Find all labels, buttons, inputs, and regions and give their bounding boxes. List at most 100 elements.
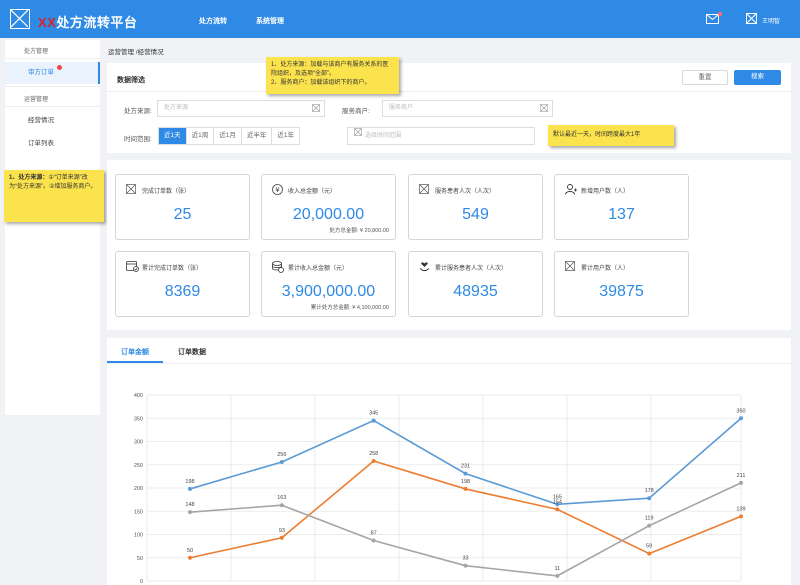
data-label: 163 (277, 495, 286, 501)
clear-icon[interactable] (312, 104, 320, 119)
sidebar-group-prescription[interactable]: 处方管理 (24, 49, 49, 55)
data-point (371, 538, 376, 543)
filter-title: 数据筛选 (117, 77, 145, 84)
stat-label: 累计收入总金额（元） (288, 266, 349, 272)
source-select[interactable]: 处方来源 (157, 100, 325, 117)
data-point (279, 459, 284, 464)
calendar-icon (354, 128, 362, 143)
time-option-1m[interactable]: 近1月 (214, 128, 242, 144)
data-label: 256 (277, 452, 286, 458)
stat-value: 8369 (164, 283, 201, 300)
search-button[interactable]: 搜索 (734, 70, 781, 85)
sidebar: 处方管理 审方订单 运营管理 经营情况 订单列表 (5, 40, 100, 415)
mail-icon[interactable] (706, 14, 719, 26)
stat-value: 137 (608, 206, 635, 223)
time-option-1d[interactable]: 近1天 (159, 128, 187, 144)
data-label: 148 (185, 502, 194, 508)
data-point (647, 496, 652, 501)
stat-label: 服务患者人次（人次） (435, 189, 496, 195)
sticky-note-top: 1、处方来源：加载与该商户有服务关系的医院组织，及选项“全部”。 2、服务商户：… (266, 57, 399, 94)
chart-panel: 订单金额 订单数据 0 50 100 150 200 250 300 350 400 198 256… (107, 338, 791, 585)
time-label: 时间范围: (124, 136, 152, 143)
data-label: 11 (554, 566, 560, 572)
avatar-icon[interactable] (746, 13, 757, 24)
data-point (463, 471, 468, 476)
stat-label: 收入总金额（元） (288, 189, 337, 195)
sidebar-item-label: 审方订单 (28, 69, 54, 76)
tab-order-data[interactable]: 订单数据 (178, 349, 206, 356)
merchant-placeholder: 服务商户 (389, 105, 414, 111)
time-range-picker[interactable]: 选择时间范围 (347, 127, 535, 145)
users-icon (565, 261, 575, 273)
stat-card-total-income: 累计收入总金额（元） 3,900,000.00 累计处方总金额: ¥ 4,100… (261, 251, 396, 317)
notification-dot (718, 12, 722, 16)
y-tick-label: 300 (134, 440, 143, 446)
data-point (188, 486, 192, 491)
svg-text:¥: ¥ (275, 186, 280, 194)
time-option-1y[interactable]: 近1年 (272, 128, 299, 144)
y-tick-label: 250 (134, 463, 143, 469)
data-label: 350 (736, 408, 745, 414)
top-bar: XX处方流转平台 处方流转 系统管理 王明智 (0, 0, 800, 38)
data-point (555, 502, 560, 507)
time-range-segmented: 近1天 近1周 近1月 近半年 近1年 (158, 127, 300, 145)
stat-sub: 累计处方总金额: ¥ 4,100,000.00 (310, 305, 389, 311)
data-point (647, 551, 652, 556)
time-option-6m[interactable]: 近半年 (241, 128, 273, 144)
reset-button[interactable]: 重置 (682, 70, 728, 85)
stat-value: 48935 (453, 283, 498, 300)
logo-icon (10, 9, 30, 29)
stat-value: 3,900,000.00 (281, 283, 376, 300)
nav-system[interactable]: 系统管理 (256, 18, 284, 25)
data-label: 345 (369, 411, 378, 417)
data-point (555, 573, 560, 578)
stats-panel: 完成订单数（张） 25 ¥ 收入总金额（元） 20,000.00 处方总金额: … (107, 160, 791, 330)
order-done-icon (126, 261, 139, 274)
data-label: 93 (279, 528, 285, 534)
tab-order-amount[interactable]: 订单金额 (121, 349, 149, 356)
data-label: 139 (736, 506, 745, 512)
time-option-1w[interactable]: 近1周 (186, 128, 215, 144)
sticky-note-right: 默认最近一天，时间跨度最大1年 (548, 125, 674, 146)
series-line (189, 417, 742, 506)
data-label: 211 (737, 473, 746, 479)
user-add-icon (565, 184, 577, 197)
sidebar-item-review-orders[interactable]: 审方订单 (5, 62, 100, 84)
data-point (739, 416, 743, 421)
data-label: 87 (371, 531, 377, 537)
badge-dot (57, 65, 62, 70)
data-point (463, 563, 468, 568)
coins-icon (272, 261, 284, 275)
sidebar-item-business[interactable]: 经营情况 (28, 117, 54, 124)
app-title-text: 处方流转平台 (56, 15, 138, 30)
sidebar-group-operations[interactable]: 运营管理 (24, 97, 49, 103)
data-label: 178 (645, 488, 654, 494)
sidebar-item-order-list[interactable]: 订单列表 (28, 140, 54, 147)
y-tick-label: 400 (134, 393, 143, 399)
data-point (739, 480, 743, 485)
filter-panel: 数据筛选 重置 搜索 处方来源: 处方来源 服务商户: 服务商户 时间范围: 近… (107, 63, 791, 153)
stat-value: 20,000.00 (292, 206, 365, 223)
redacted-text: XX (38, 15, 57, 30)
data-label: 258 (369, 451, 378, 457)
data-label: 198 (185, 479, 194, 485)
stat-card-patients: 服务患者人次（人次） 549 (408, 174, 543, 240)
merchant-select[interactable]: 服务商户 (382, 100, 553, 117)
data-point (647, 523, 652, 528)
divider (5, 106, 100, 107)
tab-active-indicator (107, 361, 163, 363)
stat-label: 累计完成订单数（张） (142, 266, 203, 272)
user-name[interactable]: 王明智 (762, 19, 781, 25)
stat-card-total-users: 累计用户数（人） 39875 (554, 251, 689, 317)
divider (5, 58, 100, 59)
time-placeholder: 选择时间范围 (365, 133, 402, 140)
clear-icon[interactable] (540, 104, 548, 119)
patient-icon (419, 184, 429, 196)
data-point (739, 514, 743, 519)
app-title: XX处方流转平台 (38, 12, 137, 31)
nav-prescription[interactable]: 处方流转 (199, 18, 227, 25)
divider (107, 91, 791, 92)
stat-card-new-users: 新增用户数（人） 137 (554, 174, 689, 240)
divider (107, 363, 791, 364)
data-point (279, 503, 284, 508)
